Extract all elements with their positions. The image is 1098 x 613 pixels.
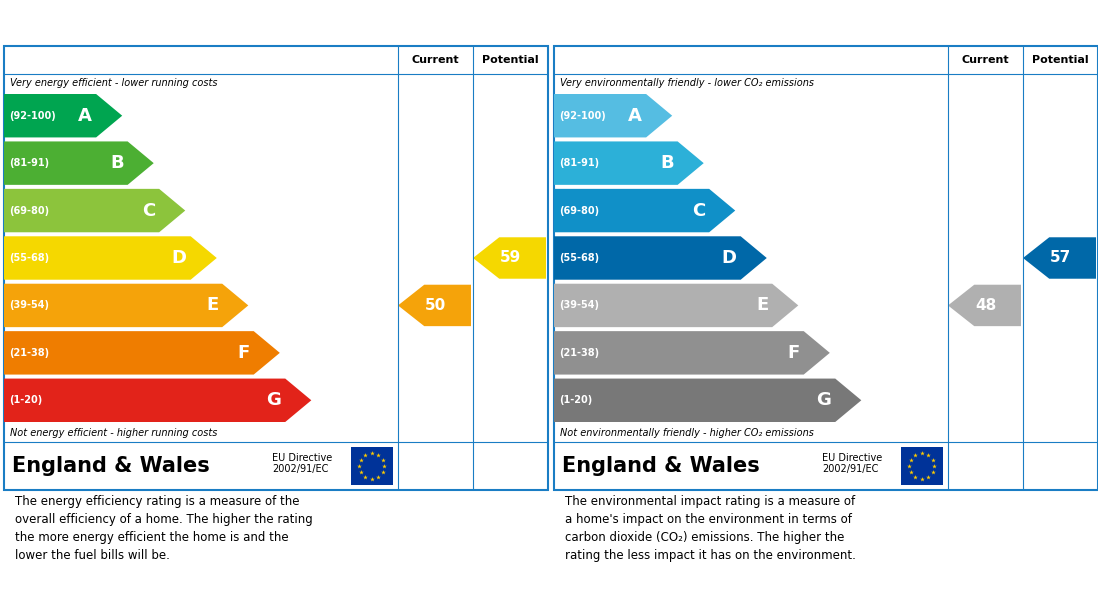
Bar — [350, 447, 393, 485]
Text: G: G — [267, 391, 281, 409]
Text: ) Rating: ) Rating — [918, 18, 1005, 37]
Text: E: E — [206, 297, 219, 314]
Text: (21-38): (21-38) — [559, 348, 600, 358]
Text: (55-68): (55-68) — [9, 253, 49, 263]
Text: B: B — [110, 154, 124, 172]
Text: (92-100): (92-100) — [9, 111, 56, 121]
Text: E: E — [755, 297, 769, 314]
Text: (21-38): (21-38) — [9, 348, 49, 358]
Polygon shape — [4, 142, 154, 185]
Text: EU Directive
2002/91/EC: EU Directive 2002/91/EC — [822, 453, 882, 474]
Polygon shape — [473, 237, 546, 279]
Polygon shape — [554, 142, 704, 185]
Text: (69-80): (69-80) — [9, 205, 49, 216]
Polygon shape — [554, 94, 672, 137]
Text: Energy Efficiency Rating: Energy Efficiency Rating — [14, 18, 283, 37]
Text: 50: 50 — [425, 298, 446, 313]
Text: C: C — [692, 202, 705, 219]
Bar — [900, 447, 943, 485]
Polygon shape — [554, 331, 830, 375]
Polygon shape — [397, 284, 471, 326]
Text: England & Wales: England & Wales — [12, 456, 210, 476]
Polygon shape — [4, 94, 122, 137]
Text: (69-80): (69-80) — [559, 205, 600, 216]
Polygon shape — [4, 236, 216, 280]
Polygon shape — [4, 284, 248, 327]
Text: F: F — [787, 344, 799, 362]
Text: (39-54): (39-54) — [559, 300, 600, 310]
Text: Environmental Impact (CO: Environmental Impact (CO — [564, 18, 853, 37]
Text: (39-54): (39-54) — [9, 300, 49, 310]
Text: Very energy efficient - lower running costs: Very energy efficient - lower running co… — [10, 78, 217, 88]
Text: Current: Current — [962, 55, 1009, 65]
Text: 57: 57 — [1050, 251, 1072, 265]
Polygon shape — [4, 189, 186, 232]
Polygon shape — [1023, 237, 1096, 279]
Text: (92-100): (92-100) — [559, 111, 606, 121]
Text: Very environmentally friendly - lower CO₂ emissions: Very environmentally friendly - lower CO… — [560, 78, 814, 88]
Text: The environmental impact rating is a measure of
a home's impact on the environme: The environmental impact rating is a mea… — [564, 495, 855, 562]
Polygon shape — [554, 284, 798, 327]
Polygon shape — [554, 236, 766, 280]
Text: B: B — [660, 154, 674, 172]
Text: Current: Current — [412, 55, 459, 65]
Text: Potential: Potential — [482, 55, 539, 65]
Polygon shape — [4, 379, 312, 422]
Text: (81-91): (81-91) — [9, 158, 49, 168]
Text: England & Wales: England & Wales — [562, 456, 760, 476]
Text: (81-91): (81-91) — [559, 158, 600, 168]
Text: (1-20): (1-20) — [559, 395, 592, 405]
Text: 48: 48 — [975, 298, 996, 313]
Text: EU Directive
2002/91/EC: EU Directive 2002/91/EC — [272, 453, 333, 474]
Text: D: D — [171, 249, 187, 267]
Text: Potential: Potential — [1032, 55, 1089, 65]
Polygon shape — [554, 189, 736, 232]
Text: Not energy efficient - higher running costs: Not energy efficient - higher running co… — [10, 428, 217, 438]
Text: F: F — [237, 344, 249, 362]
Text: D: D — [721, 249, 737, 267]
Text: 2: 2 — [907, 26, 916, 39]
Text: A: A — [628, 107, 642, 124]
Text: Not environmentally friendly - higher CO₂ emissions: Not environmentally friendly - higher CO… — [560, 428, 814, 438]
Text: 59: 59 — [500, 251, 522, 265]
Text: The energy efficiency rating is a measure of the
overall efficiency of a home. T: The energy efficiency rating is a measur… — [15, 495, 313, 562]
Text: (1-20): (1-20) — [9, 395, 42, 405]
Text: C: C — [142, 202, 155, 219]
Text: (55-68): (55-68) — [559, 253, 600, 263]
Text: A: A — [78, 107, 92, 124]
Polygon shape — [554, 379, 861, 422]
Text: G: G — [816, 391, 831, 409]
Polygon shape — [948, 284, 1021, 326]
Polygon shape — [4, 331, 280, 375]
